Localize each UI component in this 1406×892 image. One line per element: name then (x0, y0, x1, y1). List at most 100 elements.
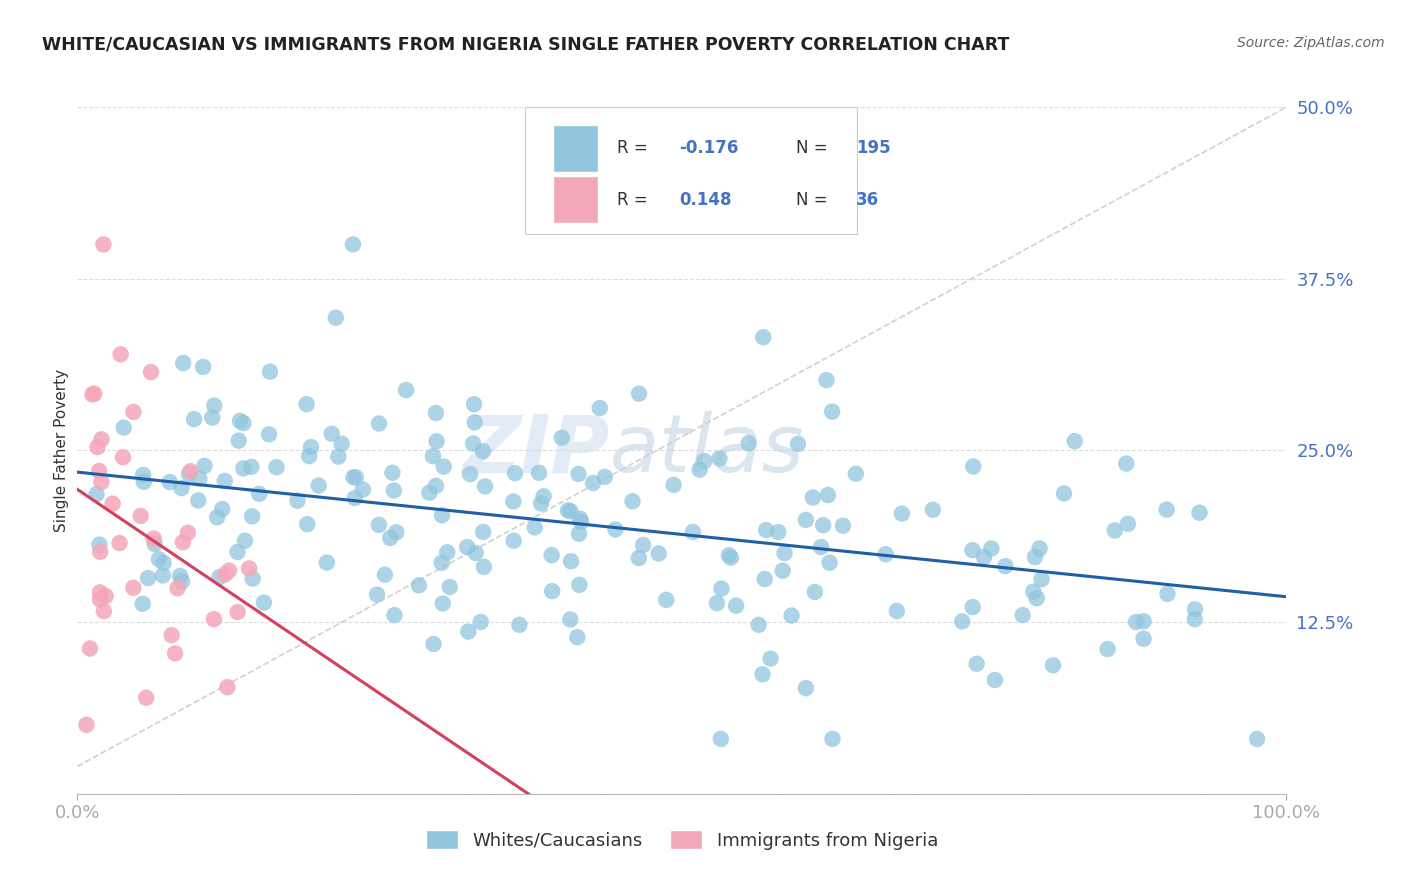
Point (205, 510, 228, 524)
Point (177, 467, 200, 481)
Point (950, 615, 973, 629)
Point (540, 548, 562, 562)
Point (464, 546, 486, 560)
Point (187, 493, 209, 508)
Point (433, 459, 456, 474)
Text: Source: ZipAtlas.com: Source: ZipAtlas.com (1237, 36, 1385, 50)
Point (754, 572, 776, 586)
Point (143, 537, 166, 551)
Point (89, 585, 111, 599)
Point (366, 588, 388, 602)
Point (474, 479, 496, 493)
Point (380, 531, 402, 545)
Point (89, 545, 111, 559)
Point (1028, 541, 1050, 556)
Point (801, 491, 824, 505)
Point (226, 605, 249, 619)
Point (463, 436, 485, 450)
Point (994, 559, 1017, 574)
Point (90, 475, 112, 489)
Point (472, 560, 495, 574)
Point (1246, 731, 1268, 746)
Point (720, 550, 742, 565)
Point (308, 478, 330, 492)
Point (232, 416, 254, 430)
Point (1116, 516, 1139, 531)
Point (773, 546, 796, 560)
Point (122, 581, 145, 595)
Point (179, 464, 201, 478)
Point (385, 525, 408, 540)
Point (693, 454, 716, 468)
Point (980, 541, 1002, 556)
Point (1053, 486, 1076, 500)
Point (325, 310, 347, 325)
Point (503, 466, 526, 480)
Point (298, 449, 321, 463)
Point (82, 387, 104, 401)
Point (202, 399, 225, 413)
Point (240, 459, 263, 474)
Point (217, 680, 239, 694)
Point (183, 412, 205, 426)
Point (709, 451, 731, 466)
Point (132, 467, 155, 482)
Point (755, 523, 778, 537)
Point (780, 608, 803, 623)
Point (89, 592, 111, 607)
Point (737, 436, 759, 450)
Point (628, 386, 651, 401)
Point (845, 467, 868, 481)
Point (287, 493, 309, 508)
Point (1125, 615, 1147, 629)
Text: R =: R = (617, 191, 652, 209)
Point (169, 569, 191, 583)
Point (815, 373, 838, 387)
Point (79, 641, 101, 656)
Point (875, 547, 897, 561)
Point (551, 431, 574, 445)
Point (593, 470, 616, 484)
Point (568, 526, 591, 541)
Point (148, 552, 170, 566)
Point (321, 426, 343, 441)
Point (426, 434, 449, 449)
Point (717, 548, 740, 562)
Point (710, 731, 733, 746)
Point (463, 397, 485, 411)
Point (299, 440, 322, 454)
Point (226, 545, 249, 559)
Point (821, 404, 844, 418)
Text: -0.176: -0.176 (679, 139, 740, 157)
Point (297, 517, 319, 532)
Point (343, 491, 366, 505)
Point (240, 509, 263, 524)
Point (689, 463, 711, 477)
Point (568, 578, 591, 592)
Point (662, 478, 685, 492)
Point (422, 637, 444, 651)
Point (172, 535, 194, 549)
Point (818, 556, 841, 570)
Point (367, 517, 389, 532)
Point (1097, 642, 1119, 657)
Point (430, 556, 453, 570)
Point (759, 651, 782, 665)
Point (408, 578, 430, 592)
Point (973, 549, 995, 564)
Point (135, 690, 157, 705)
Point (1025, 591, 1047, 606)
Point (160, 628, 183, 642)
Point (921, 502, 943, 516)
Text: N =: N = (796, 139, 832, 157)
Point (533, 489, 555, 503)
Point (962, 459, 984, 474)
Point (86, 440, 108, 454)
Point (232, 461, 254, 475)
Point (456, 540, 478, 554)
Point (984, 673, 1007, 687)
Point (439, 580, 461, 594)
Point (725, 599, 748, 613)
Point (214, 474, 236, 488)
Point (817, 488, 839, 502)
